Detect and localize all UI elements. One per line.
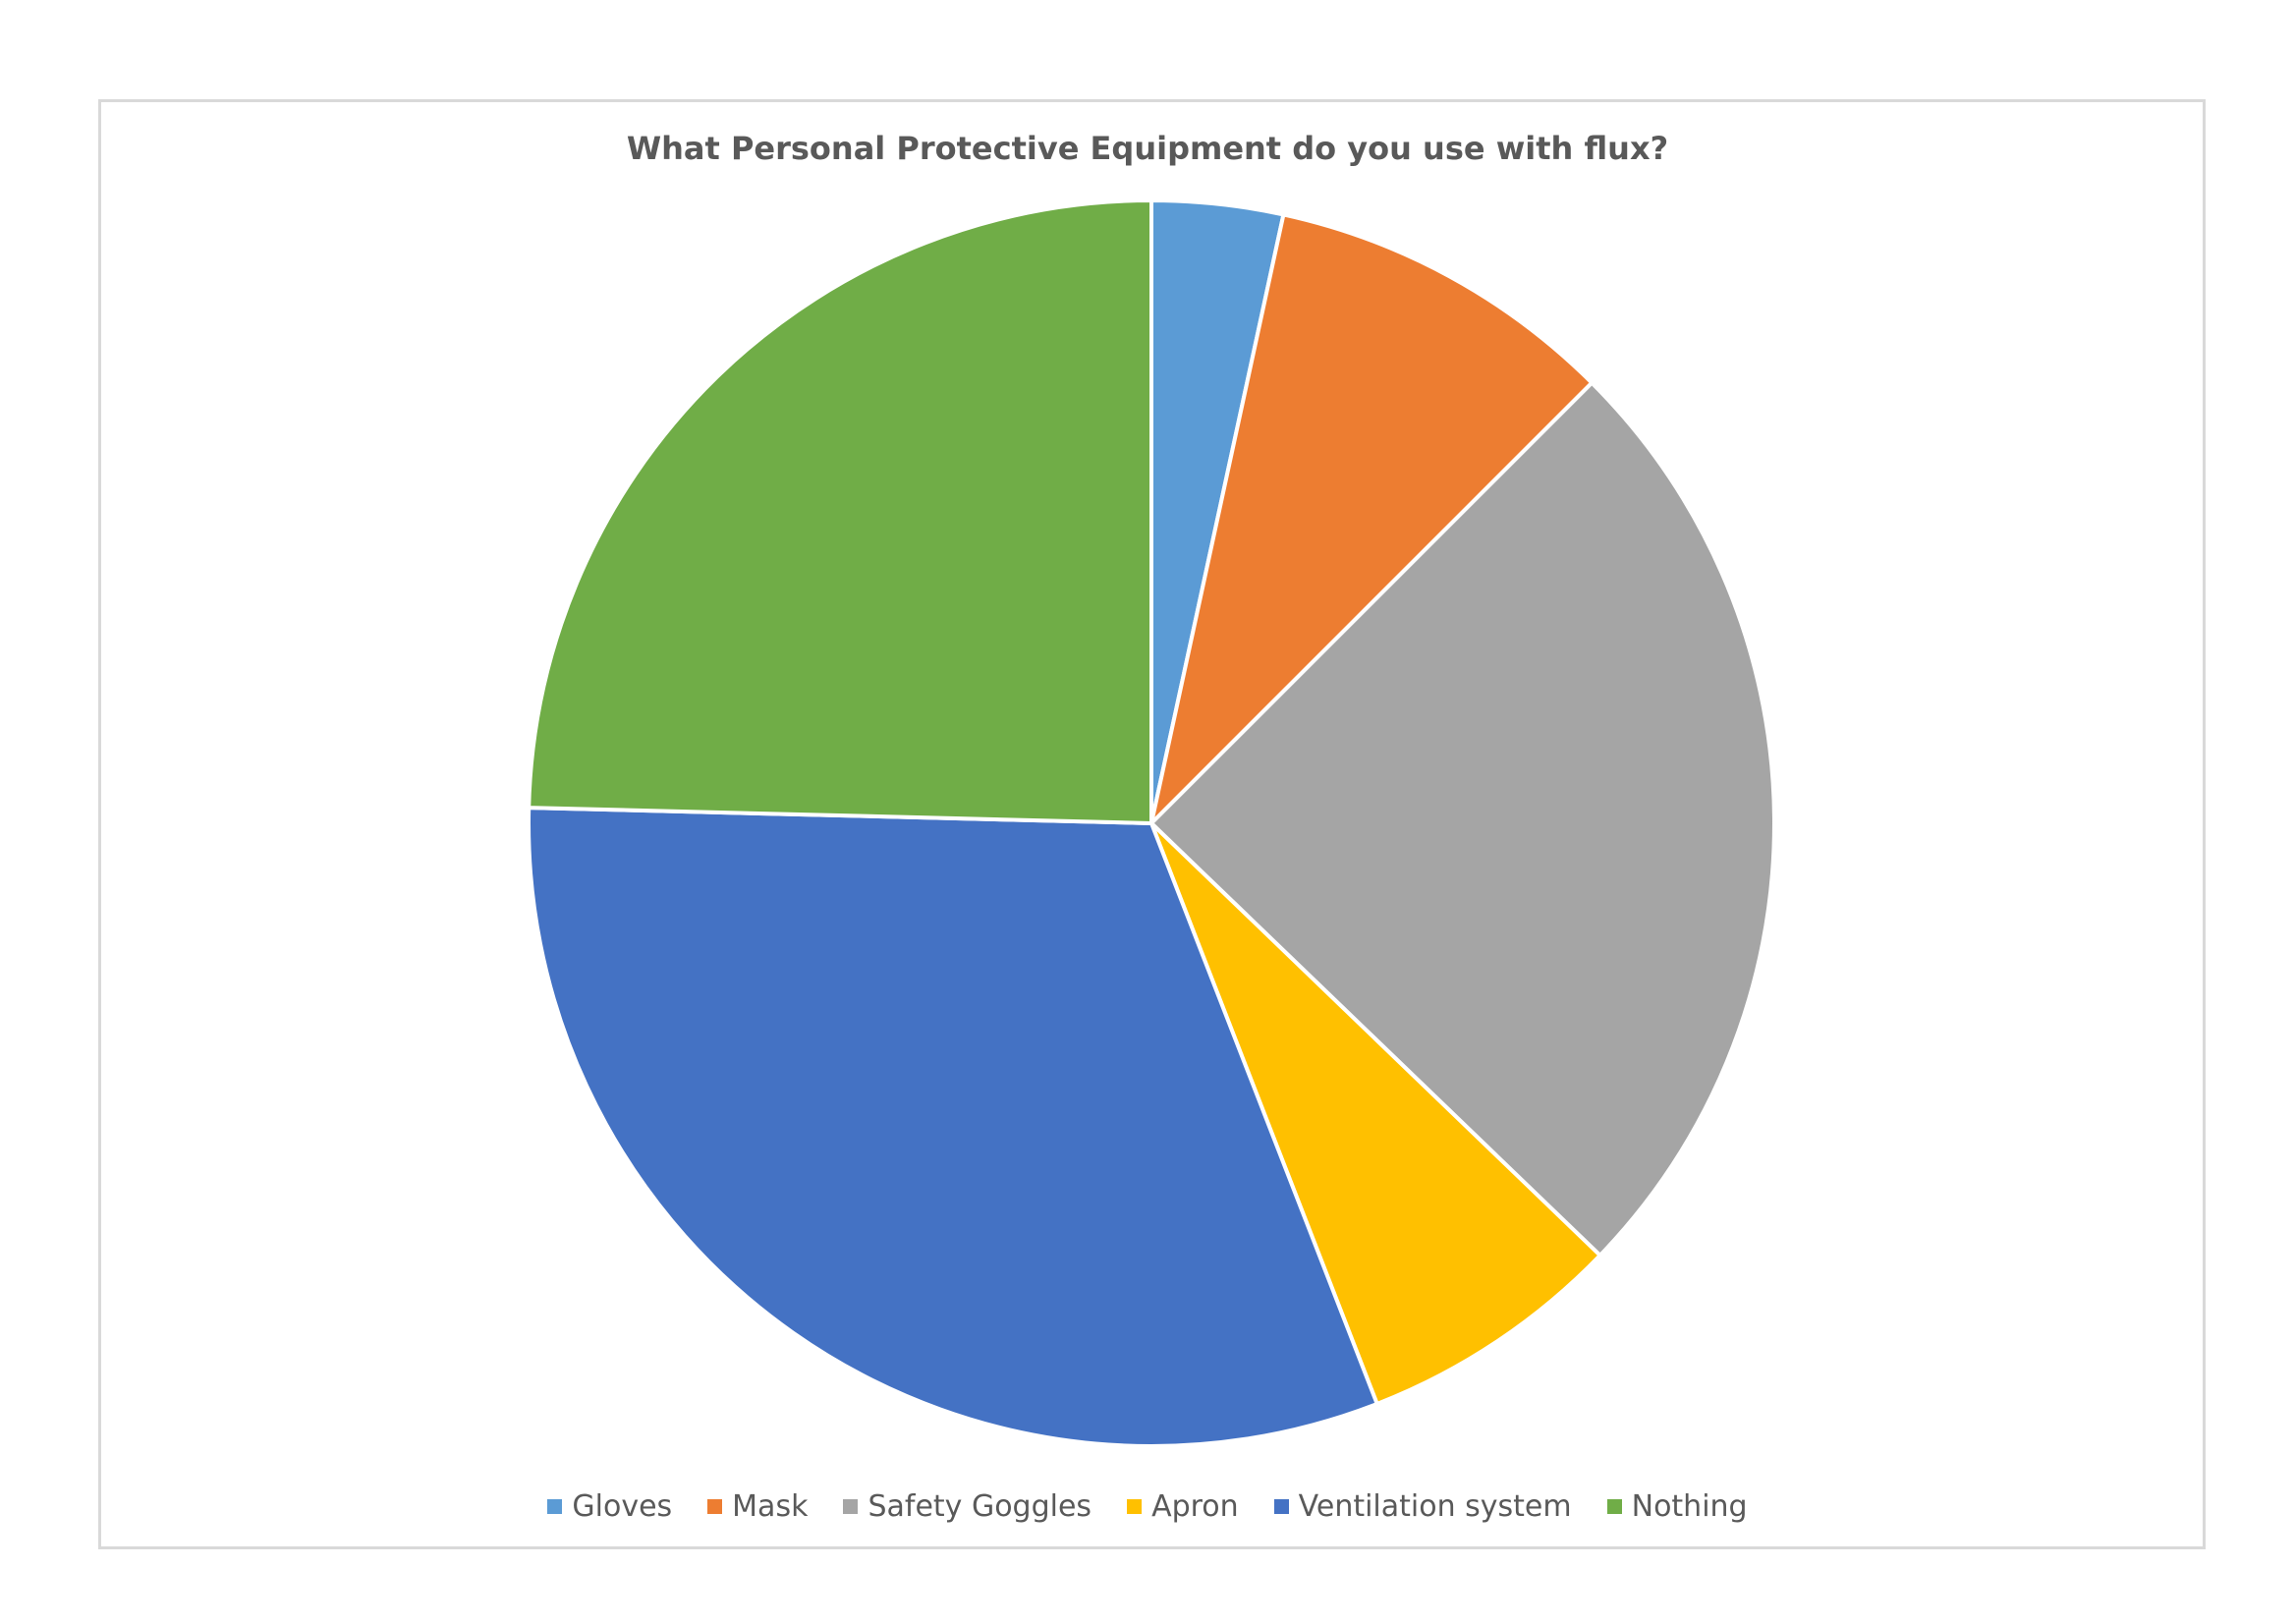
chart-legend: Gloves Mask Safety Goggles Apron Ventilation…: [0, 1489, 2295, 1524]
pie-slice-safety-goggles: [1149, 380, 1776, 1258]
legend-label: Mask: [732, 1489, 809, 1524]
pie-slice-mask: [1149, 212, 1595, 825]
pie-slice-nothing: [527, 198, 1153, 825]
legend-swatch: [843, 1499, 859, 1514]
legend-label: Apron: [1151, 1489, 1239, 1524]
legend-item-safety-goggles: Safety Goggles: [843, 1489, 1092, 1524]
legend-item-gloves: Gloves: [547, 1489, 672, 1524]
legend-item-nothing: Nothing: [1606, 1489, 1748, 1524]
legend-swatch: [1606, 1499, 1622, 1514]
legend-label: Safety Goggles: [868, 1489, 1092, 1524]
pie-slice-apron: [1149, 821, 1602, 1406]
legend-item-mask: Mask: [707, 1489, 808, 1524]
legend-swatch: [547, 1499, 563, 1514]
legend-swatch: [1273, 1499, 1289, 1514]
legend-label: Nothing: [1631, 1489, 1748, 1524]
legend-item-apron: Apron: [1127, 1489, 1239, 1524]
pie-slice-ventilation-system: [527, 806, 1379, 1448]
legend-item-ventilation-system: Ventilation system: [1273, 1489, 1572, 1524]
legend-swatch: [1127, 1499, 1143, 1514]
chart-title: What Personal Protective Equipment do yo…: [626, 130, 1669, 167]
legend-label: Ventilation system: [1298, 1489, 1572, 1524]
legend-label: Gloves: [572, 1489, 673, 1524]
legend-swatch: [707, 1499, 723, 1514]
